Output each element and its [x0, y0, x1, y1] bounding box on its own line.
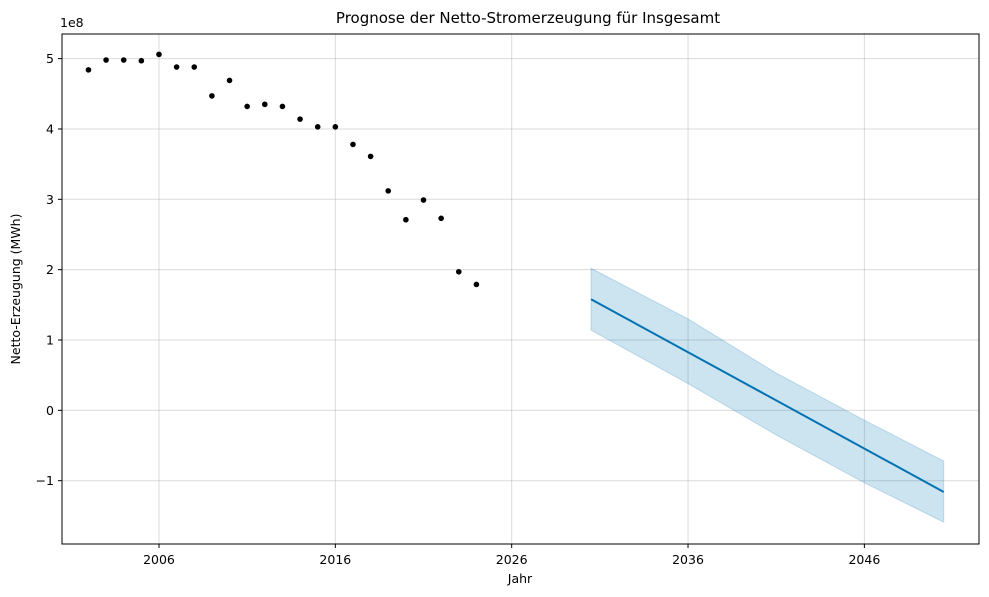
y-axis-ticks: −1 0 1 2 3 4 5	[36, 51, 62, 488]
data-point	[120, 57, 127, 63]
y-axis-label: Netto-Erzeugung (MWh)	[8, 214, 23, 365]
x-tick-label: 2016	[319, 552, 351, 567]
x-tick-label: 2046	[848, 552, 880, 567]
x-tick-label: 2036	[672, 552, 704, 567]
y-tick-label: 0	[46, 403, 54, 418]
data-point	[173, 64, 180, 70]
data-point	[209, 93, 215, 99]
data-point	[226, 77, 233, 84]
y-tick-label: 2	[46, 262, 54, 277]
data-point	[103, 57, 109, 63]
data-point	[297, 116, 303, 122]
data-point	[367, 153, 374, 160]
data-point	[156, 51, 162, 58]
data-point	[385, 188, 392, 194]
y-tick-label: 5	[46, 51, 54, 66]
y-axis-offset-label: 1e8	[60, 15, 84, 30]
y-tick-label: −1	[36, 473, 54, 488]
data-point	[332, 124, 339, 130]
data-point	[420, 197, 427, 203]
y-tick-label: 4	[46, 121, 54, 136]
data-point	[279, 103, 286, 110]
x-tick-label: 2026	[496, 552, 528, 567]
plot-frame	[61, 33, 980, 545]
data-point	[403, 216, 409, 223]
forecast-line-layer	[590, 298, 945, 493]
grid-layer	[62, 34, 979, 544]
data-points-layer	[85, 51, 480, 288]
data-point	[350, 141, 356, 148]
x-axis-label: Jahr	[507, 571, 533, 586]
data-point	[314, 124, 321, 130]
chart-title: Prognose der Netto-Stromerzeugung für In…	[336, 9, 720, 27]
data-point	[473, 281, 480, 288]
forecast-line	[590, 298, 945, 493]
data-point	[138, 57, 145, 64]
data-point	[261, 101, 268, 108]
data-point	[438, 215, 444, 222]
data-point	[85, 67, 92, 73]
y-tick-label: 3	[46, 192, 54, 207]
x-axis-ticks: 2006 2016 2026 2036 2046	[143, 544, 880, 567]
y-tick-label: 1	[46, 333, 54, 348]
data-point	[244, 103, 250, 110]
data-point	[455, 268, 462, 275]
x-tick-label: 2006	[143, 552, 175, 567]
data-point	[191, 64, 198, 70]
